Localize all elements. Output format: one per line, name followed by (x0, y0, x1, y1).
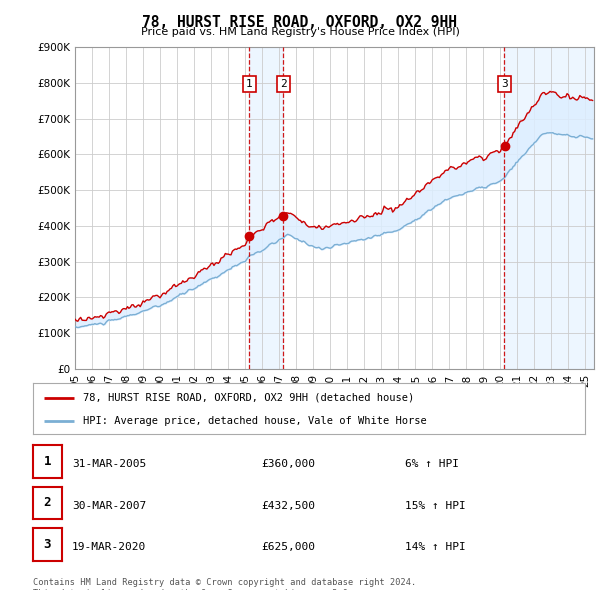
Text: 6% ↑ HPI: 6% ↑ HPI (405, 460, 459, 470)
Text: 30-MAR-2007: 30-MAR-2007 (72, 501, 146, 511)
Text: 1: 1 (44, 455, 51, 468)
Text: Contains HM Land Registry data © Crown copyright and database right 2024.
This d: Contains HM Land Registry data © Crown c… (33, 578, 416, 590)
Text: £360,000: £360,000 (261, 460, 315, 470)
Text: HPI: Average price, detached house, Vale of White Horse: HPI: Average price, detached house, Vale… (83, 416, 427, 426)
Text: 2: 2 (280, 79, 287, 89)
Text: £625,000: £625,000 (261, 542, 315, 552)
Text: £432,500: £432,500 (261, 501, 315, 511)
Text: 19-MAR-2020: 19-MAR-2020 (72, 542, 146, 552)
Text: 1: 1 (246, 79, 253, 89)
Bar (504, 47, 594, 369)
Text: Price paid vs. HM Land Registry's House Price Index (HPI): Price paid vs. HM Land Registry's House … (140, 27, 460, 37)
Text: 15% ↑ HPI: 15% ↑ HPI (405, 501, 466, 511)
Text: 3: 3 (501, 79, 508, 89)
Bar (250, 47, 283, 369)
Text: 2: 2 (44, 496, 51, 509)
Text: 78, HURST RISE ROAD, OXFORD, OX2 9HH: 78, HURST RISE ROAD, OXFORD, OX2 9HH (143, 15, 458, 30)
Text: 78, HURST RISE ROAD, OXFORD, OX2 9HH (detached house): 78, HURST RISE ROAD, OXFORD, OX2 9HH (de… (83, 392, 414, 402)
Text: 3: 3 (44, 537, 51, 550)
Text: 14% ↑ HPI: 14% ↑ HPI (405, 542, 466, 552)
Text: 31-MAR-2005: 31-MAR-2005 (72, 460, 146, 470)
